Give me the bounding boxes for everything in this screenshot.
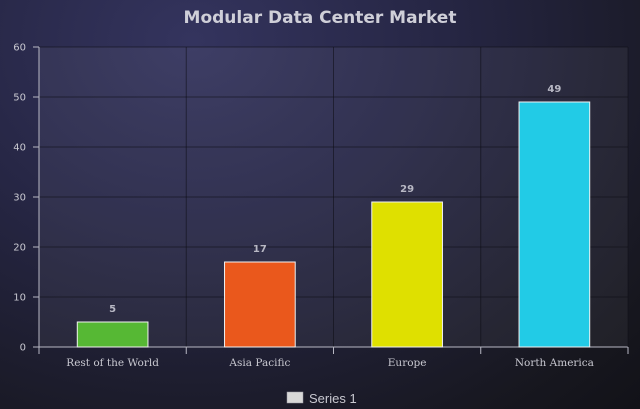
y-tick-label: 10 (13, 293, 26, 304)
data-label: 49 (547, 84, 561, 95)
legend-swatch (286, 391, 304, 404)
y-tick-label: 50 (13, 93, 26, 104)
x-category-label: Rest of the World (66, 357, 159, 369)
bar[interactable] (518, 101, 591, 348)
bars (76, 101, 591, 348)
legend[interactable]: Series 1 (286, 391, 357, 406)
y-tick-label: 40 (13, 143, 26, 154)
y-tick-label: 0 (20, 343, 26, 354)
bar[interactable] (224, 261, 296, 348)
bar[interactable] (76, 321, 149, 348)
bar[interactable] (371, 201, 443, 348)
data-labels: 5 17 29 49 (109, 84, 561, 315)
y-tick-label: 20 (13, 243, 26, 254)
data-label: 17 (253, 244, 267, 255)
x-category-label: Europe (388, 357, 427, 369)
y-tick-label: 60 (13, 43, 26, 54)
legend-label: Series 1 (309, 391, 357, 406)
chart-title: Modular Data Center Market (184, 8, 457, 28)
grid-lines (39, 46, 628, 347)
x-category-label: North America (515, 357, 594, 369)
data-label: 29 (400, 184, 414, 195)
x-category-label: Asia Pacific (228, 357, 290, 369)
y-tick-label: 30 (13, 193, 26, 204)
data-label: 5 (109, 304, 116, 315)
